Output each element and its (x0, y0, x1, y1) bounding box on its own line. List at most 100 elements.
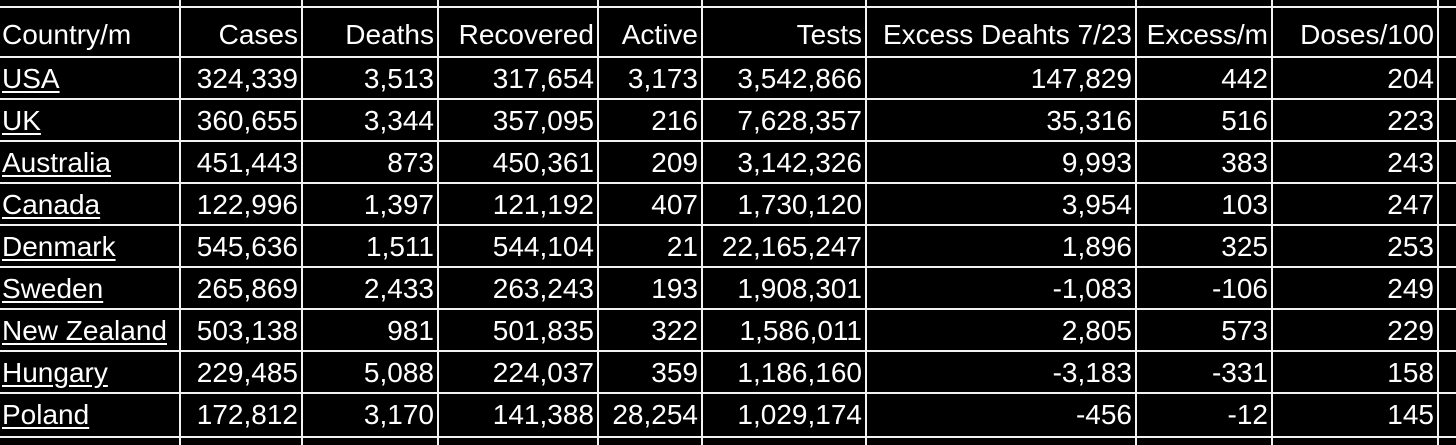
column-header: Active (621, 19, 698, 50)
table-cell: 359 (651, 357, 698, 388)
column-header: Excess/m (1146, 19, 1268, 50)
table-cell: 3,513 (363, 63, 434, 94)
table-cell: 1,896 (1061, 231, 1132, 262)
table-cell: 1,908,301 (737, 273, 862, 304)
table-cell: 3,173 (627, 63, 698, 94)
table-cell: 216 (651, 105, 698, 136)
table-cell: 224,037 (492, 357, 594, 388)
table-cell: 35,316 (1046, 105, 1132, 136)
table-cell: 253 (1387, 231, 1434, 262)
table-cell: 407 (651, 189, 698, 220)
grid-hline (0, 56, 1456, 58)
column-header: Tests (796, 19, 862, 50)
table-cell: 324,339 (196, 63, 298, 94)
table-cell: 2,433 (363, 273, 434, 304)
grid-hline (0, 98, 1456, 100)
grid-vline (701, 0, 703, 445)
table-cell: 7,628,357 (737, 105, 862, 136)
table-cell: 122,996 (196, 189, 298, 220)
column-header: Excess Deahts 7/23 (882, 19, 1132, 50)
table-cell: 3,954 (1061, 189, 1132, 220)
table-cell: 121,192 (492, 189, 594, 220)
table-cell: 22,165,247 (721, 231, 862, 262)
table-cell: 172,812 (196, 399, 298, 430)
table-cell: 209 (651, 147, 698, 178)
table-cell: 229 (1387, 315, 1434, 346)
table-cell: 451,443 (196, 147, 298, 178)
table-cell: 573 (1221, 315, 1268, 346)
table-cell: 501,835 (492, 315, 594, 346)
grid-vline (1271, 0, 1273, 445)
table-cell: 5,088 (363, 357, 434, 388)
table-cell: 317,654 (492, 63, 594, 94)
country-link[interactable]: Sweden (2, 273, 104, 304)
grid-vline (1135, 0, 1137, 445)
table-cell: 3,344 (363, 105, 434, 136)
table-cell: 357,095 (492, 105, 594, 136)
table-cell: 1,186,160 (737, 357, 862, 388)
table-cell: 450,361 (492, 147, 594, 178)
table-cell: 322 (651, 315, 698, 346)
column-header: Doses/100 (1300, 19, 1434, 50)
grid-vline (179, 0, 181, 445)
country-link[interactable]: Hungary (2, 357, 108, 388)
table-cell: 516 (1221, 105, 1268, 136)
table-cell: 103 (1221, 189, 1268, 220)
table-cell: 544,104 (492, 231, 594, 262)
table-cell: 1,511 (366, 231, 434, 262)
table-cell: 263,243 (492, 273, 594, 304)
grid-hline (0, 224, 1456, 226)
table-cell: 204 (1387, 63, 1434, 94)
table-cell: 360,655 (196, 105, 298, 136)
table-cell: 249 (1387, 273, 1434, 304)
table-cell: 442 (1221, 63, 1268, 94)
country-link[interactable]: Poland (2, 399, 90, 430)
table-cell: 2,805 (1061, 315, 1132, 346)
table-cell: 503,138 (196, 315, 298, 346)
table-cell: -1,083 (1052, 273, 1132, 304)
table-cell: 981 (387, 315, 434, 346)
grid-vline (437, 0, 439, 445)
table-cell: 229,485 (196, 357, 298, 388)
grid-vline (865, 0, 867, 445)
column-header: Country/m (2, 19, 132, 50)
table-cell: 1,586,011 (739, 315, 863, 346)
table-cell: 3,142,326 (737, 147, 862, 178)
table-cell: 21 (666, 231, 698, 262)
country-link[interactable]: New Zealand (2, 315, 167, 346)
grid-hline (0, 392, 1456, 394)
table-cell: 545,636 (196, 231, 298, 262)
grid-vline (1437, 0, 1439, 445)
table-cell: 1,397 (363, 189, 434, 220)
table-cell: 141,388 (492, 399, 594, 430)
table-cell: 3,542,866 (737, 63, 862, 94)
grid-hline (0, 140, 1456, 142)
grid-hline (0, 308, 1456, 310)
table-cell: -456 (1075, 399, 1132, 430)
grid-hline (0, 182, 1456, 184)
table-cell: -12 (1227, 399, 1268, 430)
country-link[interactable]: Australia (2, 147, 111, 178)
grid-hline (0, 350, 1456, 352)
table-cell: 873 (387, 147, 434, 178)
table-cell: -3,183 (1052, 357, 1132, 388)
country-link[interactable]: USA (2, 63, 60, 94)
table-cell: 1,730,120 (737, 189, 862, 220)
grid-hline (0, 6, 1456, 8)
grid-vline (301, 0, 303, 445)
table-cell: 243 (1387, 147, 1434, 178)
table-cell: 265,869 (196, 273, 298, 304)
country-link[interactable]: Canada (2, 189, 101, 220)
table-cell: 3,170 (363, 399, 434, 430)
grid-hline (0, 266, 1456, 268)
country-link[interactable]: UK (2, 105, 41, 136)
country-link[interactable]: Denmark (2, 231, 116, 262)
table-cell: 1,029,174 (737, 399, 862, 430)
table-cell: 158 (1387, 357, 1434, 388)
table-cell: 145 (1387, 399, 1434, 430)
grid-vline (597, 0, 599, 445)
column-header: Cases (218, 19, 298, 50)
table-cell: 193 (651, 273, 698, 304)
grid-hline (0, 436, 1456, 438)
